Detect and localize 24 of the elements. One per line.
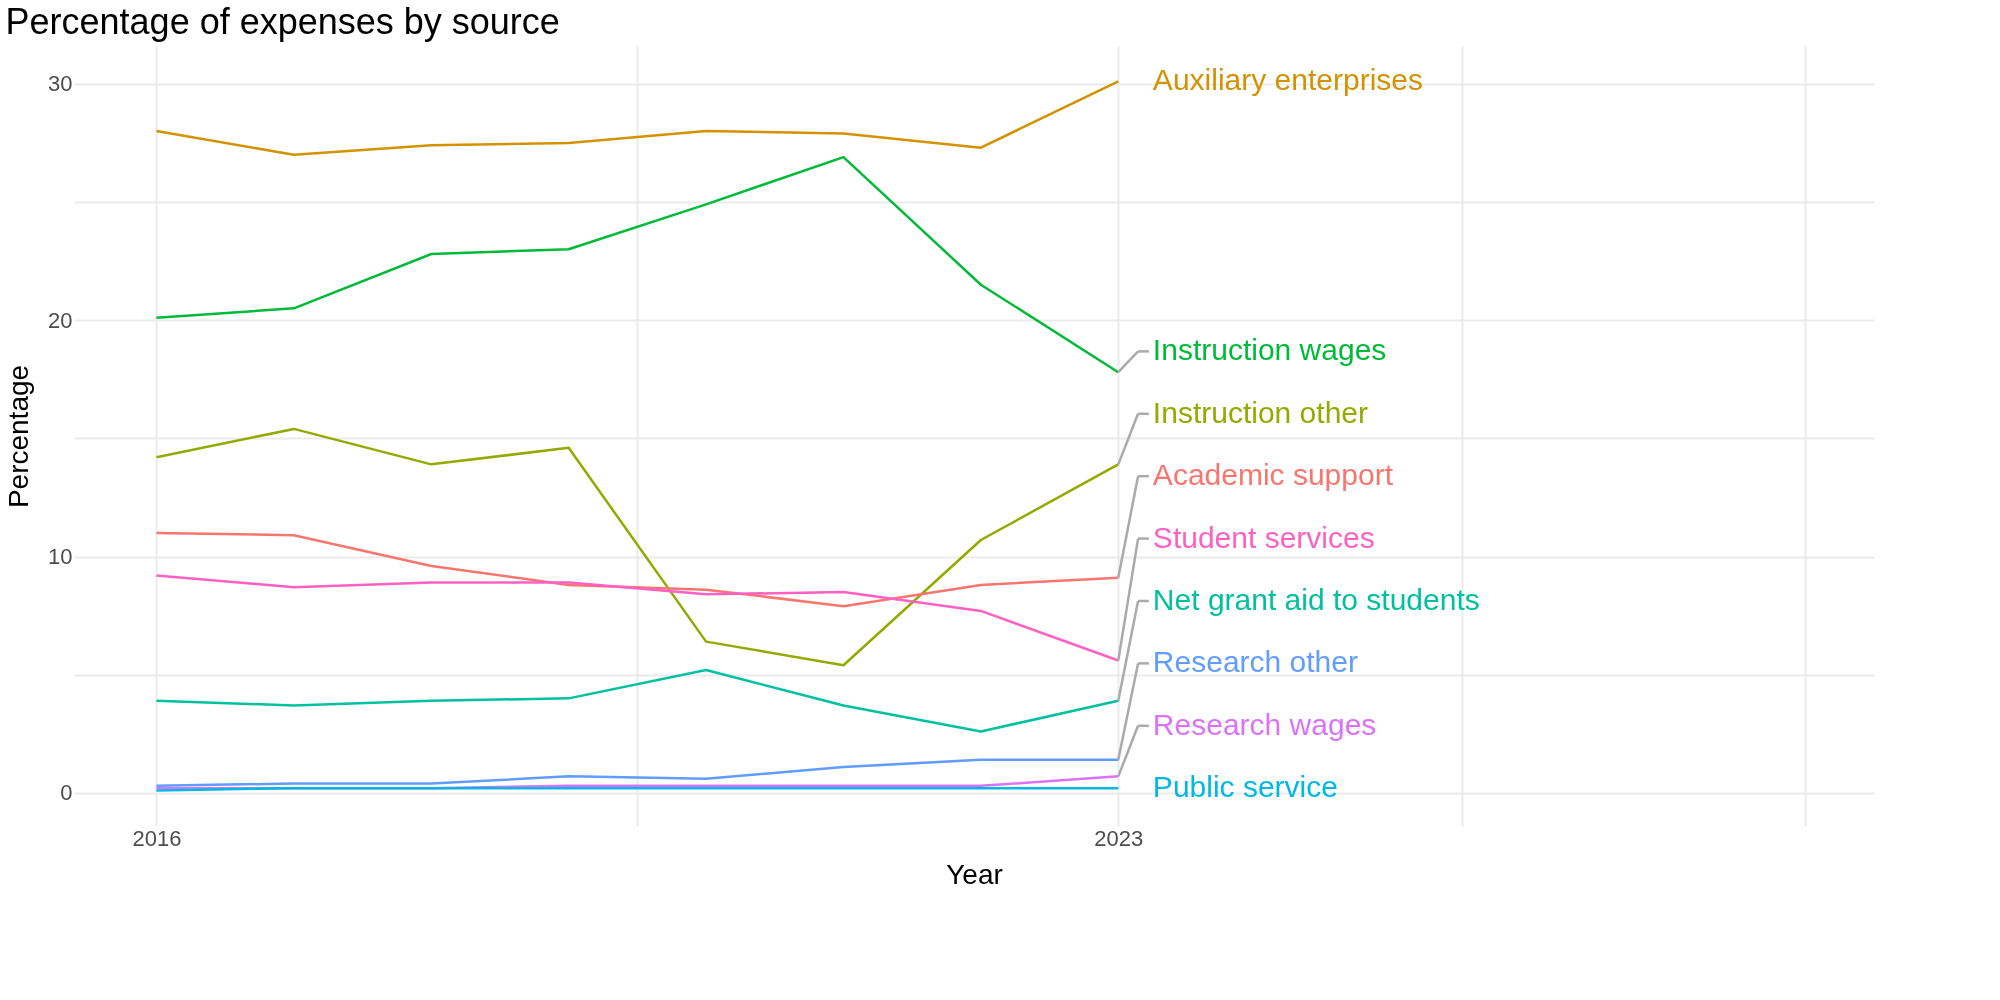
y-tick-label: 0 [60, 780, 73, 806]
series-label: Public service [1152, 770, 1338, 804]
x-axis-title: Year [946, 858, 1003, 890]
series-label: Research wages [1152, 707, 1377, 741]
text: Net grant aid to students [1152, 582, 1480, 616]
series-label: Instruction wages [1152, 333, 1387, 367]
line-series [155, 80, 1120, 156]
line-series [155, 574, 1120, 662]
text: Research other [1152, 645, 1358, 679]
y-axis-title: Percentage [3, 364, 35, 509]
line-series [155, 758, 1120, 788]
x-tick-label: 2016 [132, 825, 182, 851]
x-tick-label: 2023 [1094, 825, 1144, 851]
text: Academic support [1152, 458, 1394, 492]
series-label: Instruction other [1152, 395, 1368, 429]
y-tick-label: 30 [48, 71, 73, 97]
text: Student services [1152, 520, 1375, 554]
y-tick-label: 10 [48, 544, 73, 570]
chart-title: Percentage of expenses by source [5, 1, 560, 42]
series-label: Auxiliary enterprises [1152, 63, 1423, 97]
y-tick-label: 20 [48, 307, 73, 333]
line-series [155, 668, 1120, 733]
line-series [155, 155, 1120, 374]
line-series [155, 427, 1120, 667]
